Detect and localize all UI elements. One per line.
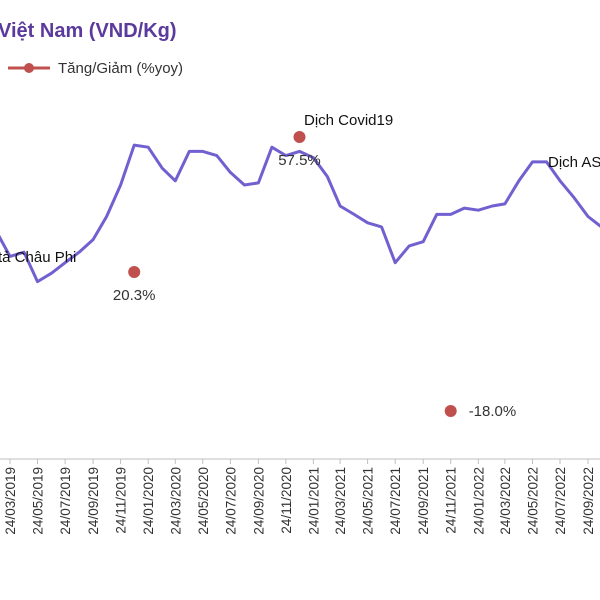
- x-tick-label: 24/11/2021: [444, 467, 459, 534]
- yoy-data-label: -18.0%: [469, 403, 517, 420]
- legend-label: Tăng/Giảm (%yoy): [58, 60, 183, 77]
- event-annotation: Dịch AS: [548, 154, 600, 171]
- yoy-point: [444, 405, 457, 417]
- x-tick-label: 24/09/2021: [416, 467, 431, 535]
- x-tick-label: 24/05/2021: [361, 467, 376, 535]
- x-tick-label: 24/11/2019: [114, 467, 129, 534]
- x-tick-label: 24/07/2021: [388, 467, 403, 535]
- event-annotation: tả Châu Phi: [0, 249, 76, 266]
- event-annotation: Dịch Covid19: [304, 112, 393, 129]
- yoy-point: [293, 131, 306, 143]
- x-tick-label: 24/03/2021: [333, 467, 348, 535]
- x-tick-label: 24/09/2020: [251, 467, 266, 535]
- x-tick-label: 24/07/2019: [58, 467, 73, 535]
- plot-area: 20.3% 57.5% -18.0% tả Châu Phi Dịch Covid19 D…: [0, 112, 600, 535]
- x-tick-label: 24/07/2022: [553, 467, 568, 535]
- x-tick-label: 24/03/2019: [3, 467, 18, 535]
- x-tick-label: 24/03/2020: [168, 467, 183, 535]
- x-tick-label: 24/01/2022: [471, 467, 486, 535]
- x-tick-label: 24/01/2021: [306, 467, 321, 535]
- x-tick-label: 24/07/2020: [223, 467, 238, 535]
- x-tick-label: 24/05/2022: [526, 467, 541, 535]
- yoy-data-label: 57.5%: [278, 152, 321, 169]
- chart-title: Việt Nam (VND/Kg): [0, 20, 177, 42]
- yoy-data-label: 20.3%: [113, 287, 156, 304]
- x-tick-label: 24/01/2020: [141, 467, 156, 535]
- legend: Tăng/Giảm (%yoy): [8, 60, 183, 77]
- x-tick-label: 24/05/2019: [31, 467, 46, 535]
- legend-marker: [24, 63, 34, 73]
- x-tick-label: 24/09/2022: [581, 467, 596, 535]
- x-tick-label: 24/03/2022: [498, 467, 513, 535]
- x-tick-label: 24/09/2019: [86, 467, 101, 535]
- yoy-point: [128, 266, 141, 278]
- x-tick-label: 24/11/2020: [279, 467, 294, 534]
- series-line-price: [0, 143, 600, 284]
- x-tick-label: 24/05/2020: [196, 467, 211, 535]
